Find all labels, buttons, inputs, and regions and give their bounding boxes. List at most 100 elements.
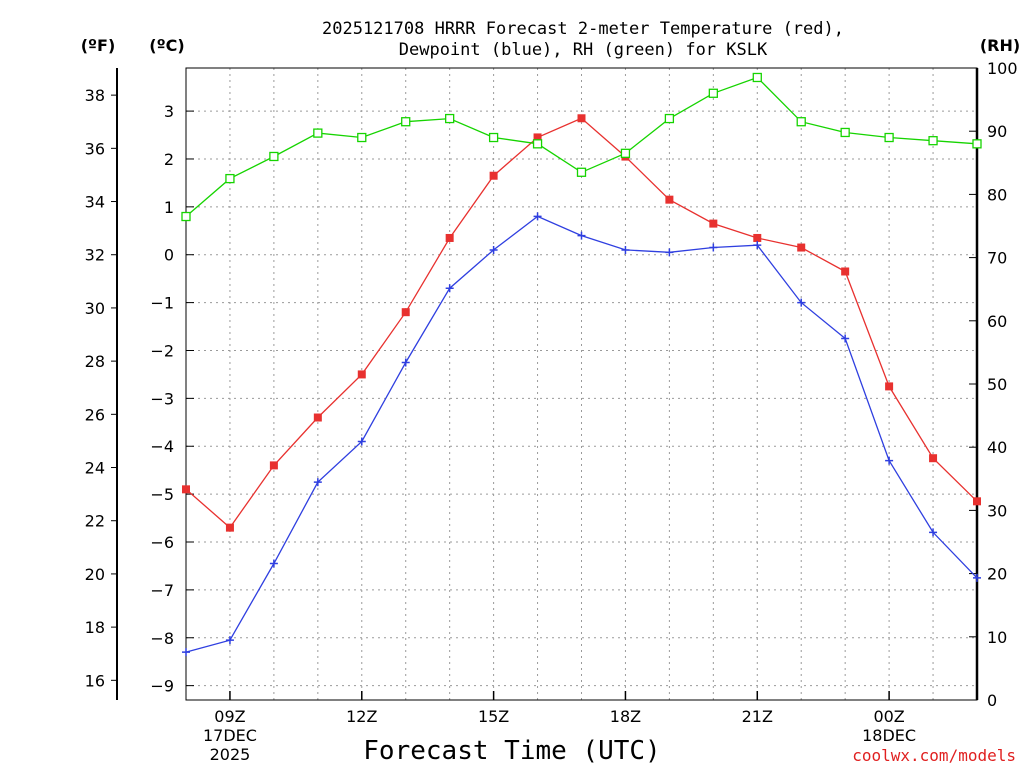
dewpoint-point [269, 559, 278, 568]
celsius-tick-label: −1 [150, 294, 174, 313]
celsius-tick-label: −4 [150, 437, 174, 456]
rh-point [401, 117, 411, 127]
dewpoint-point [577, 231, 586, 240]
rh-point [532, 139, 543, 149]
dewpoint-point [797, 298, 806, 307]
grid-lines [186, 68, 977, 700]
temperature-point [753, 233, 762, 242]
celsius-tick-label: 2 [164, 150, 174, 169]
rh-tick-label: 60 [987, 312, 1007, 331]
rh-point [225, 173, 235, 184]
fahrenheit-unit-label: (ºF) [81, 36, 116, 55]
x-tick-label: 12Z [346, 707, 377, 726]
dewpoint-point [357, 437, 366, 446]
rh-tick-label: 0 [987, 691, 997, 710]
dewpoint-point [533, 212, 542, 221]
fahrenheit-tick-label: 32 [85, 246, 105, 265]
celsius-tick-label: 1 [164, 198, 174, 217]
temperature-point [489, 171, 498, 180]
chart-title-line2: Dewpoint (blue), RH (green) for KSLK [399, 40, 768, 60]
celsius-unit-label: (ºC) [149, 36, 184, 55]
x-axis-title: Forecast Time (UTC) [363, 736, 660, 766]
dewpoint-point [225, 636, 234, 645]
celsius-tick-label: −6 [150, 533, 174, 552]
dewpoint-point [841, 334, 850, 343]
fahrenheit-tick-label: 34 [85, 193, 105, 212]
fahrenheit-tick-label: 30 [85, 299, 105, 318]
fahrenheit-tick-label: 24 [85, 459, 105, 478]
axis-ticks: 3210−1−2−3−4−5−6−7−8−9383634323028262422… [85, 59, 1018, 764]
rh-point [796, 117, 806, 127]
rh-point [445, 113, 455, 124]
temperature-point [401, 308, 410, 317]
celsius-tick-label: −9 [150, 677, 174, 696]
rh-point [576, 167, 587, 177]
x-tick-label: 09Z [214, 707, 245, 726]
rh-tick-label: 80 [987, 185, 1007, 204]
rh-tick-label: 70 [987, 249, 1007, 268]
dewpoint-point [665, 248, 674, 257]
rh-point [884, 132, 894, 143]
dewpoint-point [621, 245, 630, 254]
x-tick-label: 15Z [478, 707, 509, 726]
chart-title-line1: 2025121708 HRRR Forecast 2-meter Tempera… [322, 19, 844, 39]
x-tick-date-label: 17DEC [203, 726, 257, 745]
dewpoint-point [709, 243, 718, 252]
celsius-tick-label: 0 [164, 246, 174, 265]
rh-tick-label: 50 [987, 375, 1007, 394]
dewpoint-point [182, 648, 190, 657]
credit-text: coolwx.com/models [852, 746, 1016, 765]
temperature-point [797, 243, 806, 252]
dewpoint-point [973, 573, 981, 582]
rh-tick-label: 100 [987, 59, 1018, 78]
plot-frame [185, 67, 978, 701]
rh-point [357, 132, 367, 143]
rh-point [664, 113, 675, 124]
temperature-point [269, 461, 278, 470]
rh-tick-label: 10 [987, 628, 1007, 647]
dewpoint-point [445, 284, 454, 293]
dewpoint-point [885, 456, 894, 465]
data-series [181, 72, 982, 657]
rh-tick-label: 30 [987, 501, 1007, 520]
rh-point [181, 211, 191, 222]
temperature-point [225, 523, 234, 532]
rh-tick-label: 90 [987, 122, 1007, 141]
rh-point [488, 132, 499, 143]
temperature-line [185, 117, 978, 529]
temperature-point [577, 114, 586, 123]
temperature-point [973, 497, 981, 506]
rh-point [708, 88, 718, 98]
dewpoint-point [313, 478, 322, 487]
celsius-tick-label: −8 [150, 629, 174, 648]
fahrenheit-tick-label: 38 [85, 86, 105, 105]
rh-tick-label: 20 [987, 565, 1007, 584]
rh-point [928, 136, 938, 146]
fahrenheit-tick-label: 36 [85, 139, 105, 158]
temperature-point [533, 133, 542, 142]
rh-point [840, 127, 850, 138]
rh-tick-label: 40 [987, 438, 1007, 457]
fahrenheit-tick-label: 18 [85, 618, 105, 637]
x-tick-year-label: 2025 [210, 745, 251, 764]
dewpoint-point [401, 358, 410, 367]
x-tick-label: 21Z [742, 707, 773, 726]
celsius-tick-label: −7 [150, 581, 174, 600]
x-tick-label: 18Z [610, 707, 641, 726]
temperature-point [445, 233, 454, 242]
celsius-tick-label: −5 [150, 485, 174, 504]
rh-point [313, 128, 323, 138]
temperature-point [885, 382, 894, 391]
fahrenheit-tick-label: 20 [85, 565, 105, 584]
dewpoint-point [929, 528, 938, 537]
rh-point [620, 148, 631, 158]
temperature-point [665, 195, 674, 204]
celsius-tick-label: −3 [150, 389, 174, 408]
x-tick-date-label: 18DEC [862, 726, 916, 745]
temperature-point [709, 219, 718, 228]
temperature-point [841, 267, 850, 276]
dewpoint-point [489, 245, 498, 254]
temperature-point [929, 454, 938, 463]
temperature-point [357, 370, 366, 379]
rh-unit-label: (RH) [980, 36, 1020, 55]
